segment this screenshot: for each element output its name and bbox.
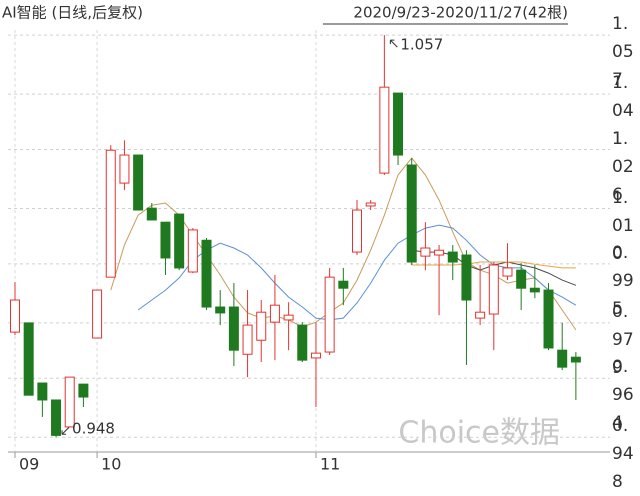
x-tick-label: 09 [19,455,39,474]
watermark: Choice数据 [398,416,560,451]
candle-body [174,213,185,269]
y-tick-label: 0.995 [612,242,634,319]
candle-body [379,86,390,174]
candle-body [447,251,458,263]
candle-body [557,349,568,368]
page: AI智能 (日线,后复权) 2020/9/23-2020/11/27(42根) … [2,3,634,493]
candle-body [51,399,62,436]
candle-body [242,324,253,355]
x-tick-label: 10 [101,455,121,474]
candle-body [406,164,417,263]
candle-body [187,229,198,273]
candle-body [365,202,376,207]
candle-body [160,221,171,259]
candle-body [78,383,89,398]
candle-body [256,311,267,341]
max-label: 1.057 [400,36,443,54]
candle-body [393,92,404,156]
candle-body [92,289,103,339]
candle-body [10,299,20,333]
y-tick-label: 1.010 [612,187,634,264]
y-tick-label: 0.964 [612,357,634,434]
candle-body [283,314,294,321]
y-tick-label: 1.057 [612,14,634,91]
chart-title: AI智能 (日线,后复权) [2,4,143,22]
candle-body [420,247,431,257]
chart: AI智能 (日线,后复权) 2020/9/23-2020/11/27(42根) … [2,4,610,474]
chart-subtitle: 2020/9/23-2020/11/27(42根) [353,4,568,22]
candle-body [201,239,212,308]
candle-body [119,154,130,184]
candle-body [324,276,335,353]
candle-body [488,264,499,315]
candle-body [352,209,362,253]
y-tick-label: 1.026 [612,128,634,205]
annotation-arrowhead [61,430,67,435]
candle-body [146,207,157,221]
annotation-arrow [390,39,398,48]
y-tick-label: 0.979 [612,301,634,378]
candle-body [37,382,48,401]
candle-body [297,324,308,361]
candle-body [570,356,581,363]
candle-body [105,149,116,278]
candle-body [228,306,239,351]
candle-body [461,254,472,301]
candle-body [310,352,321,359]
candle-body [64,376,75,428]
x-tick-label: 11 [320,455,340,474]
candle-body [543,289,554,349]
min-label: 0.948 [72,420,115,438]
candle-body [475,311,486,319]
candle-body [516,269,527,289]
candle-body [502,267,513,277]
candle-body [215,306,226,314]
annotation-arrowhead [389,39,395,45]
candle-body [23,322,34,396]
y-tick-label: 0.948 [612,416,634,493]
candle-body [133,154,144,211]
y-tick-label: 1.041 [612,73,634,150]
candle-body [529,287,540,293]
candle-body [434,249,445,256]
candle-body [269,304,280,323]
candle-body [338,280,349,289]
annotation-arrow [61,426,70,435]
